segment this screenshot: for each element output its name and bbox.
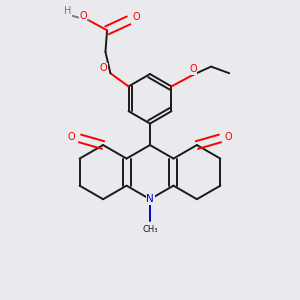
Text: O: O (132, 12, 140, 22)
Text: O: O (224, 132, 232, 142)
Text: O: O (68, 132, 76, 142)
Text: N: N (146, 194, 154, 204)
Text: O: O (79, 11, 87, 21)
Text: O: O (189, 64, 197, 74)
Text: CH₃: CH₃ (142, 225, 158, 234)
Text: H: H (64, 7, 71, 16)
Text: O: O (100, 63, 108, 73)
